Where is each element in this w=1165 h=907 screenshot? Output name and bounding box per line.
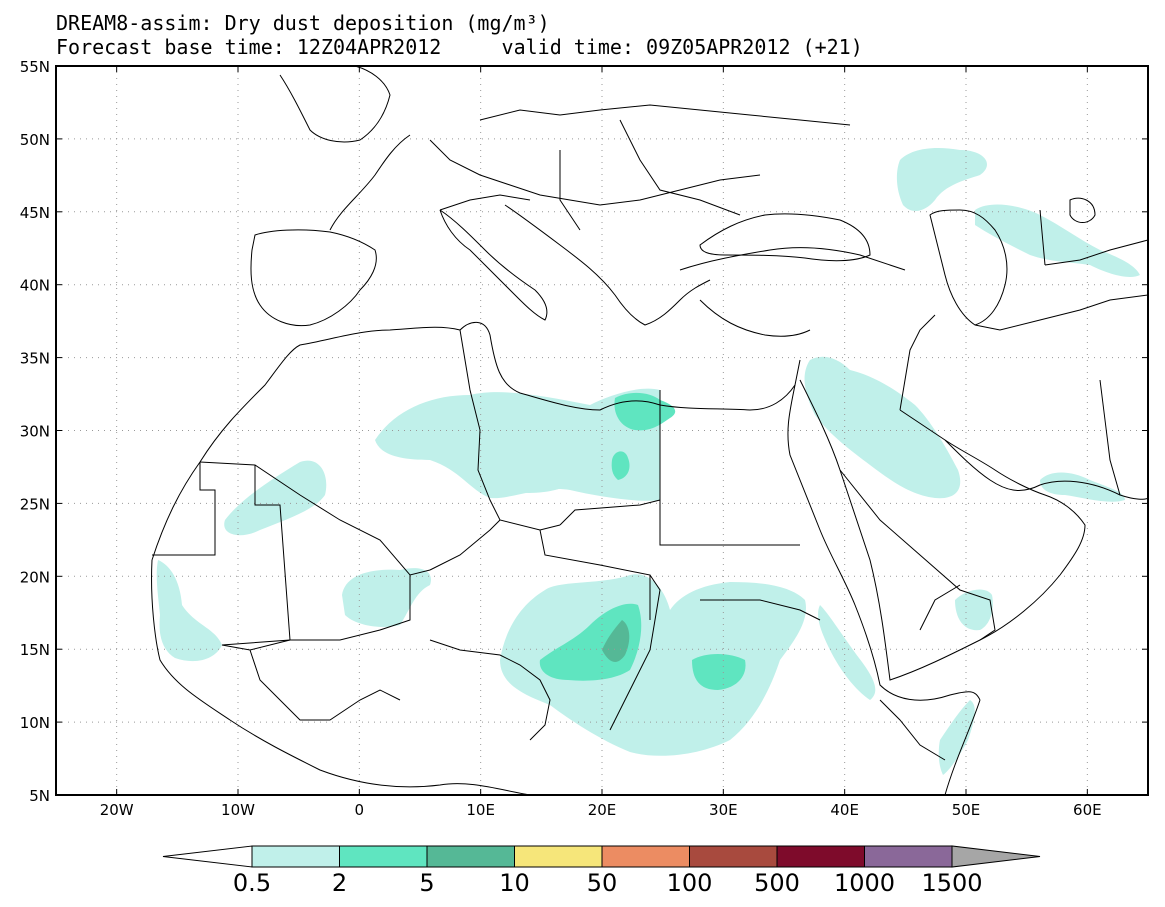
dust-deposition-shading (156, 148, 1140, 775)
lon-label: 40E (830, 801, 859, 819)
lon-label: 0 (355, 801, 365, 819)
border-iraq-iran (899, 314, 936, 411)
border-central-asia (974, 209, 1148, 331)
colorbar-swatch (251, 845, 340, 868)
coastline-persian-gulf (944, 439, 1148, 500)
border-europe-1 (429, 139, 761, 206)
dust-area-central-asia (975, 204, 1140, 277)
colorbar-arrow-high (951, 845, 1041, 868)
dust-area-arabia-south (955, 589, 993, 631)
border-niger-chad (429, 519, 651, 620)
border-west-africa (221, 639, 401, 721)
dust-area-gulf (1040, 472, 1125, 502)
lat-label: 15N (20, 641, 50, 659)
lon-label: 10W (221, 801, 255, 819)
lat-label: 30N (20, 423, 50, 441)
lon-label: 60E (1073, 801, 1102, 819)
border-horn (879, 584, 961, 761)
dust-area-western-sahara (224, 460, 327, 536)
border-nigeria (429, 639, 551, 741)
coastline-arabia (799, 379, 1086, 681)
dust-area-chad-core (602, 620, 630, 662)
map-title: DREAM8-assim: Dry dust deposition (mg/m³… (56, 11, 550, 35)
border-mauritania (152, 462, 291, 646)
dust-area-senegal (156, 560, 222, 662)
dust-area-libya-south (479, 428, 586, 493)
lat-label: 25N (20, 495, 50, 513)
colorbar-swatch (426, 845, 515, 868)
coastline-black-sea (699, 213, 871, 262)
lat-label: 40N (20, 277, 50, 295)
lat-label: 35N (20, 350, 50, 368)
lat-label: 5N (29, 787, 50, 805)
coastline-west-africa (151, 559, 531, 795)
coastline-horn-africa (944, 699, 981, 795)
longitude-axis: 20W 10W 0 10E 20E 30E 40E 50E 60E (100, 66, 1102, 819)
lon-label: 50E (952, 801, 981, 819)
border-saudi (839, 469, 996, 641)
dust-area-darfur-east (692, 654, 746, 690)
dust-area-levant-iraq (804, 356, 961, 499)
coastline-france-uk (279, 66, 411, 231)
coastline-italy (439, 209, 548, 321)
coastline-north-africa (151, 321, 801, 561)
forecast-base-time: Forecast base time: 12Z04APR2012 (56, 35, 442, 59)
lat-label: 45N (20, 204, 50, 222)
colorbar-swatch (339, 845, 428, 868)
colorbar-label: 0.5 (232, 869, 272, 897)
colorbar-label: 100 (666, 869, 713, 897)
lat-label: 50N (20, 131, 50, 149)
colorbar-label: 10 (499, 869, 530, 897)
grid-lines (56, 66, 1148, 795)
colorbar-swatch (514, 845, 603, 868)
dust-area-nubian (614, 392, 676, 431)
border-libya-egypt (559, 390, 800, 546)
border-iran-pakistan (1099, 379, 1121, 496)
coastline-aral (1069, 197, 1096, 223)
colorbar (162, 845, 1041, 868)
latitude-axis: 55N 50N 45N 40N 35N 30N 25N 20N 15N 10N 5N (20, 58, 1148, 805)
dust-area-chad-sudan (500, 574, 806, 756)
coastline-caspian (929, 209, 1008, 326)
dust-area-fezzan (611, 451, 630, 480)
colorbar-swatch (601, 845, 690, 868)
colorbar-swatch (776, 845, 865, 868)
colorbar-swatch (864, 845, 953, 868)
border-europe-3 (479, 104, 851, 126)
border-europe-2 (439, 119, 741, 231)
valid-time: valid time: 09Z05APR2012 (+21) (501, 35, 863, 59)
coastline-iberia (250, 229, 377, 327)
dust-area-horn-africa (938, 700, 975, 775)
lon-label: 30E (709, 801, 738, 819)
colorbar-label: 1000 (833, 869, 896, 897)
lat-label: 10N (20, 714, 50, 732)
coastline-red-sea-west (787, 384, 981, 701)
colorbar-label: 2 (331, 869, 348, 897)
dust-area-red-sea (818, 605, 876, 700)
dust-area-mali (342, 568, 431, 627)
coastline-balkans-greece (504, 204, 711, 326)
lon-label: 20E (588, 801, 617, 819)
map-subtitle: Forecast base time: 12Z04APR2012 valid t… (56, 36, 863, 58)
lat-label: 55N (20, 58, 50, 76)
colorbar-label: 50 (586, 869, 618, 897)
colorbar-swatch (689, 845, 778, 868)
colorbar-arrow-low (162, 845, 253, 868)
colorbar-label: 5 (419, 869, 435, 897)
lon-label: 20W (100, 801, 134, 819)
lat-label: 20N (20, 568, 50, 586)
border-algeria-libya (459, 329, 561, 531)
border-mali-algeria (290, 575, 411, 641)
border-sudan (609, 574, 821, 731)
lon-label: 10E (466, 801, 495, 819)
colorbar-label: 1500 (921, 869, 983, 897)
coastline-turkey (679, 247, 906, 337)
colorbar-label: 500 (754, 869, 800, 897)
coastlines-and-borders (151, 66, 1148, 795)
dust-area-caspian (896, 148, 988, 212)
